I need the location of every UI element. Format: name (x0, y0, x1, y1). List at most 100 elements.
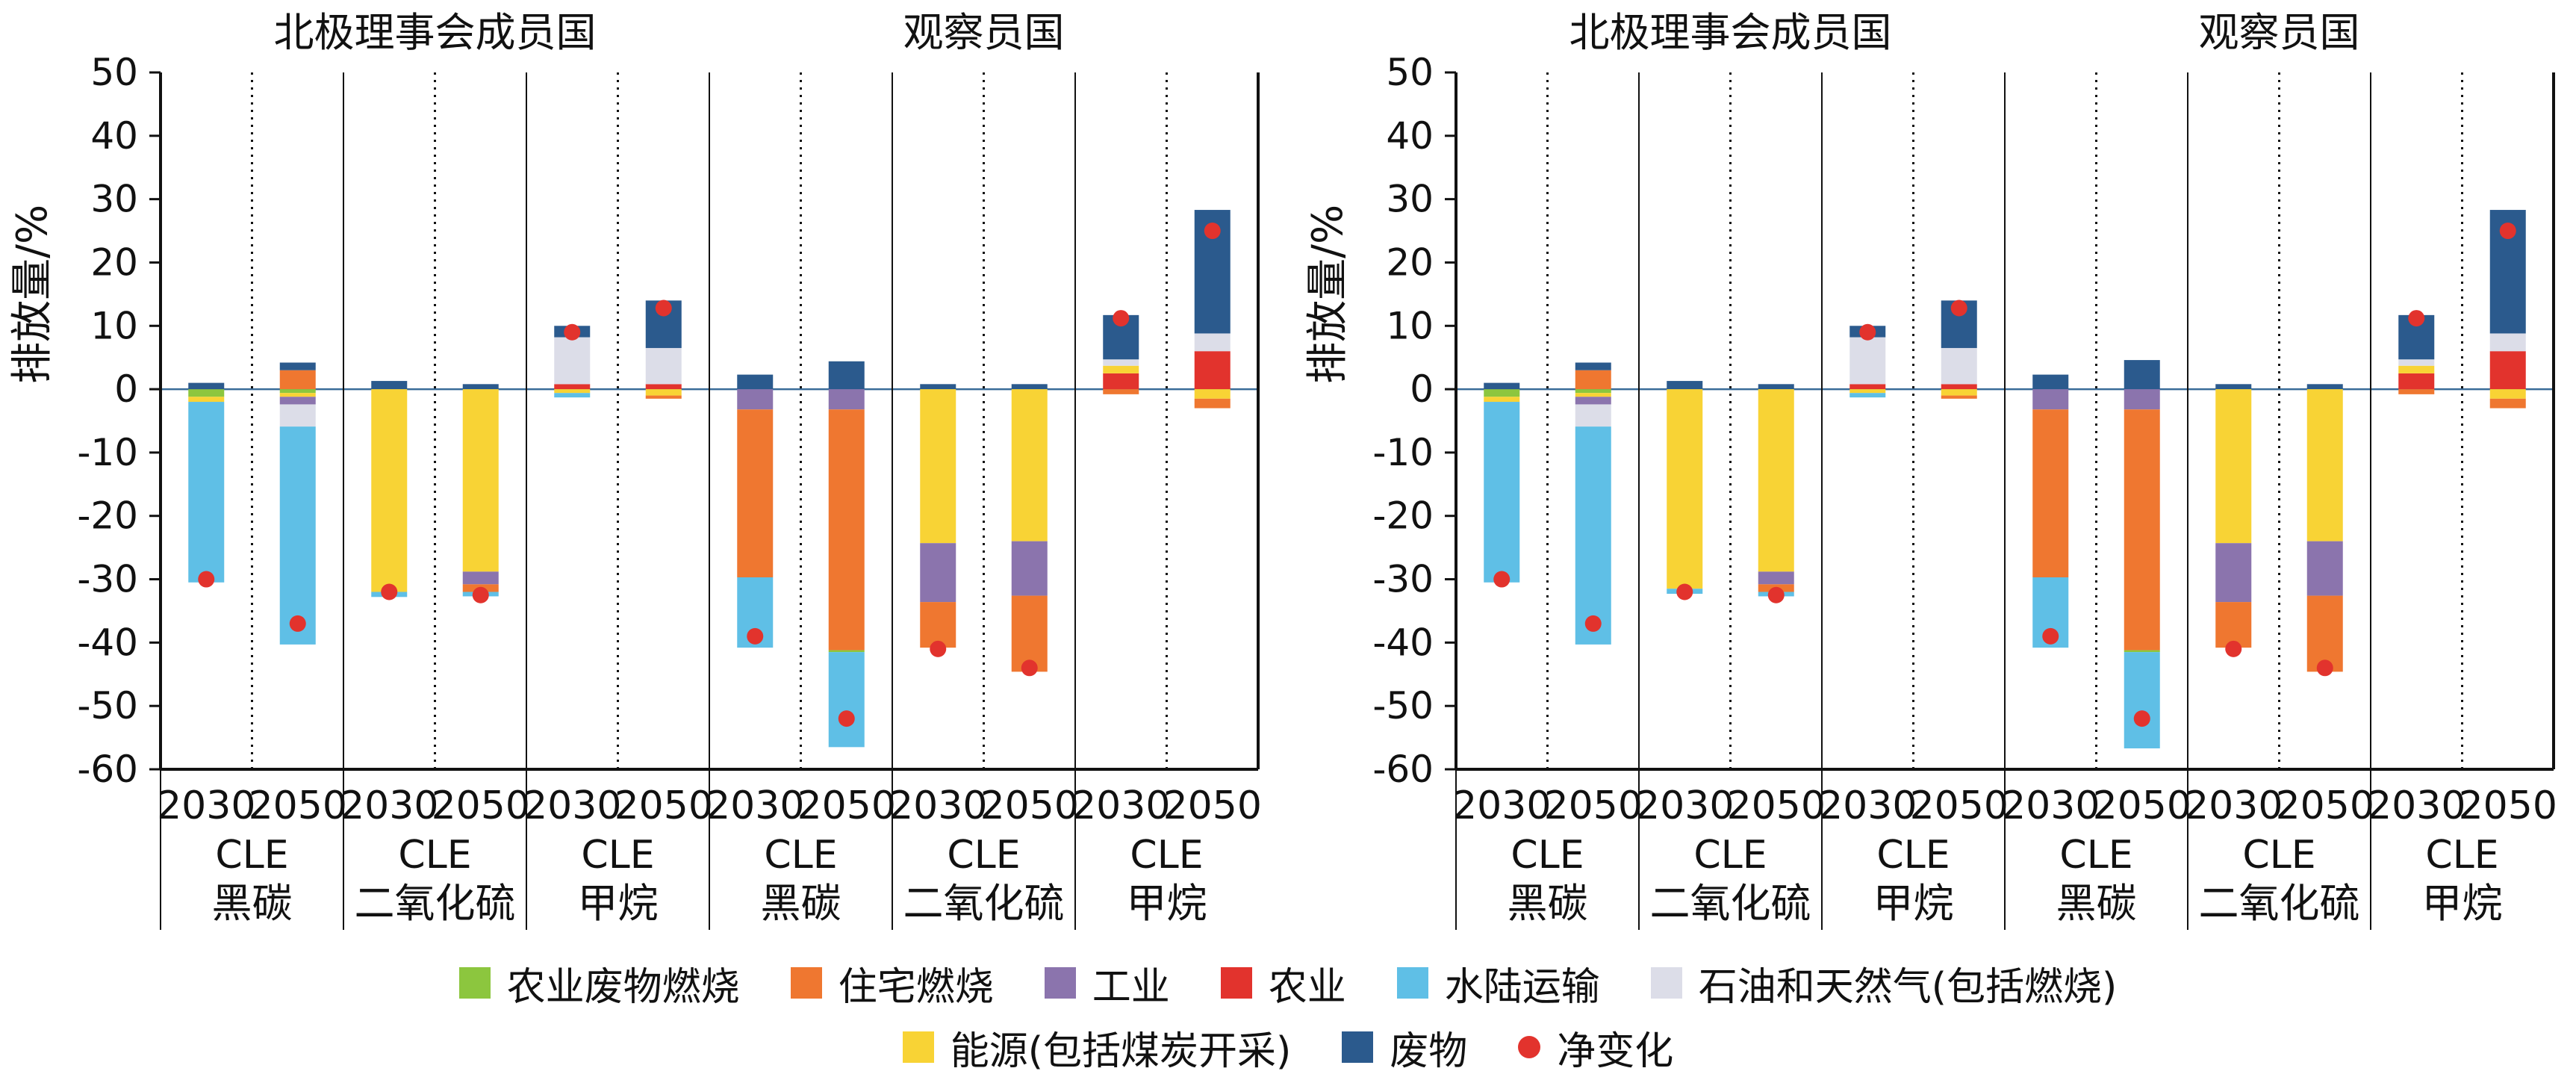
bar-segment (462, 389, 499, 572)
legend-swatch (1044, 967, 1076, 999)
legend-label: 净变化 (1557, 1028, 1674, 1074)
species-label: 甲烷 (1873, 880, 1954, 927)
bar-segment (1758, 384, 1794, 390)
legend-item: 能源(包括煤炭开采) (902, 1019, 1291, 1076)
bar-segment (2032, 374, 2069, 390)
group-title: 北极理事会成员国 (1569, 9, 1892, 56)
bar-segment (1103, 365, 1139, 373)
net-change-dot (2225, 640, 2242, 657)
legend-label: 住宅燃烧 (838, 964, 994, 1010)
bar-segment (828, 652, 865, 748)
bar-segment (2124, 652, 2160, 749)
year-label: 2030 (1071, 783, 1170, 828)
scenario-label: CLE (215, 833, 288, 878)
bar-segment (2306, 541, 2343, 596)
bar-segment (554, 393, 591, 398)
net-change-dot (564, 323, 581, 341)
bar-segment (2032, 409, 2069, 578)
net-change-dot (930, 640, 947, 657)
bar-segment (188, 389, 225, 397)
year-label: 2050 (980, 783, 1079, 828)
bar-segment (188, 397, 225, 403)
legend-label: 农业 (1268, 964, 1346, 1010)
bar-segment (279, 393, 316, 397)
bar-segment (1941, 395, 1977, 399)
bar-segment (2489, 398, 2526, 409)
bar-segment (1194, 398, 1231, 409)
bar-segment (462, 571, 499, 585)
y-tick-label: -30 (1372, 558, 1434, 601)
species-label: 甲烷 (1127, 880, 1207, 927)
bar-segment (2489, 351, 2526, 390)
bar-segment (1484, 397, 1520, 403)
bar-segment (920, 384, 956, 390)
year-label: 2050 (2459, 783, 2557, 828)
legend-item: 水陆运输 (1396, 955, 1600, 1011)
bar-segment (371, 389, 408, 592)
legend-swatch (902, 1031, 934, 1063)
y-tick-label: -40 (1372, 621, 1434, 664)
species-label: 二氧化硫 (355, 880, 516, 927)
net-change-dot (1113, 310, 1130, 327)
net-change-dot (2316, 659, 2333, 677)
year-label: 2030 (889, 783, 987, 828)
bar-segment (1575, 426, 1611, 645)
bar-segment (828, 389, 865, 410)
y-tick-label: -50 (1372, 684, 1434, 727)
net-change-dot (198, 571, 215, 588)
bar-segment (1103, 389, 1139, 394)
net-change-dot (1021, 659, 1038, 677)
group-title: 观察员国 (2199, 9, 2360, 56)
bar-segment (2398, 373, 2435, 390)
bar-segment (2124, 389, 2160, 410)
bar-segment (1575, 393, 1611, 397)
bar-segment (1758, 389, 1794, 572)
species-label: 二氧化硫 (1650, 880, 1811, 927)
bar-segment (2124, 409, 2160, 651)
legend-swatch (1396, 967, 1428, 999)
y-tick-label: -10 (1372, 431, 1434, 474)
species-label: 黑碳 (212, 880, 293, 927)
y-tick-label: 40 (1386, 114, 1434, 158)
scenario-label: CLE (947, 833, 1020, 878)
bar-segment (279, 370, 316, 390)
bar-segment (279, 362, 316, 370)
species-label: 黑碳 (1508, 880, 1588, 927)
group-title: 观察员国 (903, 9, 1065, 56)
bar-segment (2489, 333, 2526, 352)
bar-segment (1575, 362, 1611, 370)
year-label: 2050 (1544, 783, 1643, 828)
bar-segment (1194, 389, 1231, 399)
bar-segment (1575, 389, 1611, 394)
scenario-label: CLE (1511, 833, 1584, 878)
y-axis-title: 排放量/% (1304, 205, 1352, 384)
bar-segment (737, 409, 774, 578)
y-axis-title: 排放量/% (8, 205, 57, 384)
bar-segment (279, 426, 316, 645)
bar-segment (279, 389, 316, 394)
bar-segment (2489, 389, 2526, 399)
bar-segment (1011, 389, 1048, 541)
year-label: 2050 (2276, 783, 2374, 828)
bar-segment (2124, 360, 2160, 390)
y-tick-label: -40 (77, 621, 138, 664)
bar-segment (828, 409, 865, 651)
net-change-dot (747, 627, 764, 645)
bar-segment (1667, 381, 1703, 390)
net-change-dot (1584, 615, 1602, 632)
scenario-label: CLE (1876, 833, 1950, 878)
bar-segment (554, 384, 591, 390)
y-tick-label: 30 (1386, 178, 1434, 221)
y-tick-label: 10 (90, 304, 138, 347)
bar-segment (920, 389, 956, 544)
bar-segment (1194, 333, 1231, 352)
bar-segment (645, 384, 682, 390)
bar-segment (1011, 384, 1048, 390)
year-label: 2050 (249, 783, 347, 828)
net-change-dot (289, 615, 306, 632)
year-label: 2030 (1452, 783, 1551, 828)
legend-swatch (458, 967, 491, 999)
year-label: 2030 (2001, 783, 2100, 828)
bar-segment (188, 382, 225, 390)
